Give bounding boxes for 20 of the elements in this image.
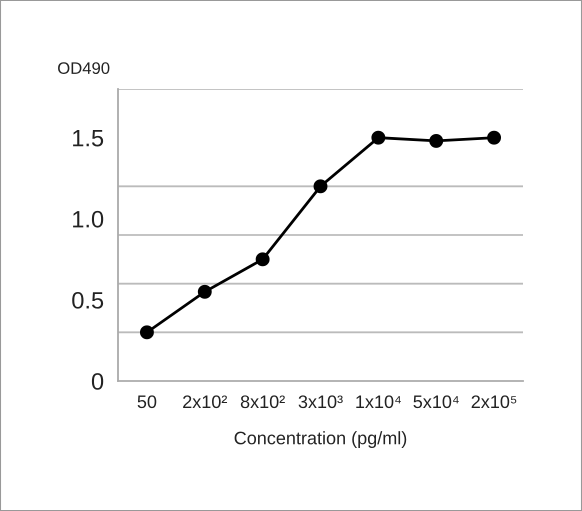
y-tick-label: 1.5: [73, 130, 104, 146]
x-tick-label: 2x10²: [183, 395, 228, 408]
y-tick-label: 1.0: [73, 210, 104, 228]
point: [140, 325, 154, 340]
x-tick-label: 5x10⁴: [413, 395, 459, 408]
x-tick-label: 3x10³: [298, 395, 343, 408]
x-tick-label: 2x10⁵: [472, 395, 516, 408]
x-axis-title: Concentration (pg/ml): [234, 431, 406, 448]
point: [314, 179, 328, 194]
x-tick-label: 50: [138, 395, 156, 408]
y-tick-label: 0.5: [72, 292, 104, 309]
point: [198, 284, 212, 299]
point: [256, 252, 270, 266]
point: [429, 134, 444, 148]
point: [371, 130, 386, 145]
x-tick-label: 1x10⁴: [356, 395, 401, 408]
x-tick-label: 8x10²: [240, 395, 285, 408]
y-axis-title: OD490: [58, 62, 110, 74]
point: [487, 130, 502, 145]
y-tick-label: 0: [92, 373, 104, 390]
